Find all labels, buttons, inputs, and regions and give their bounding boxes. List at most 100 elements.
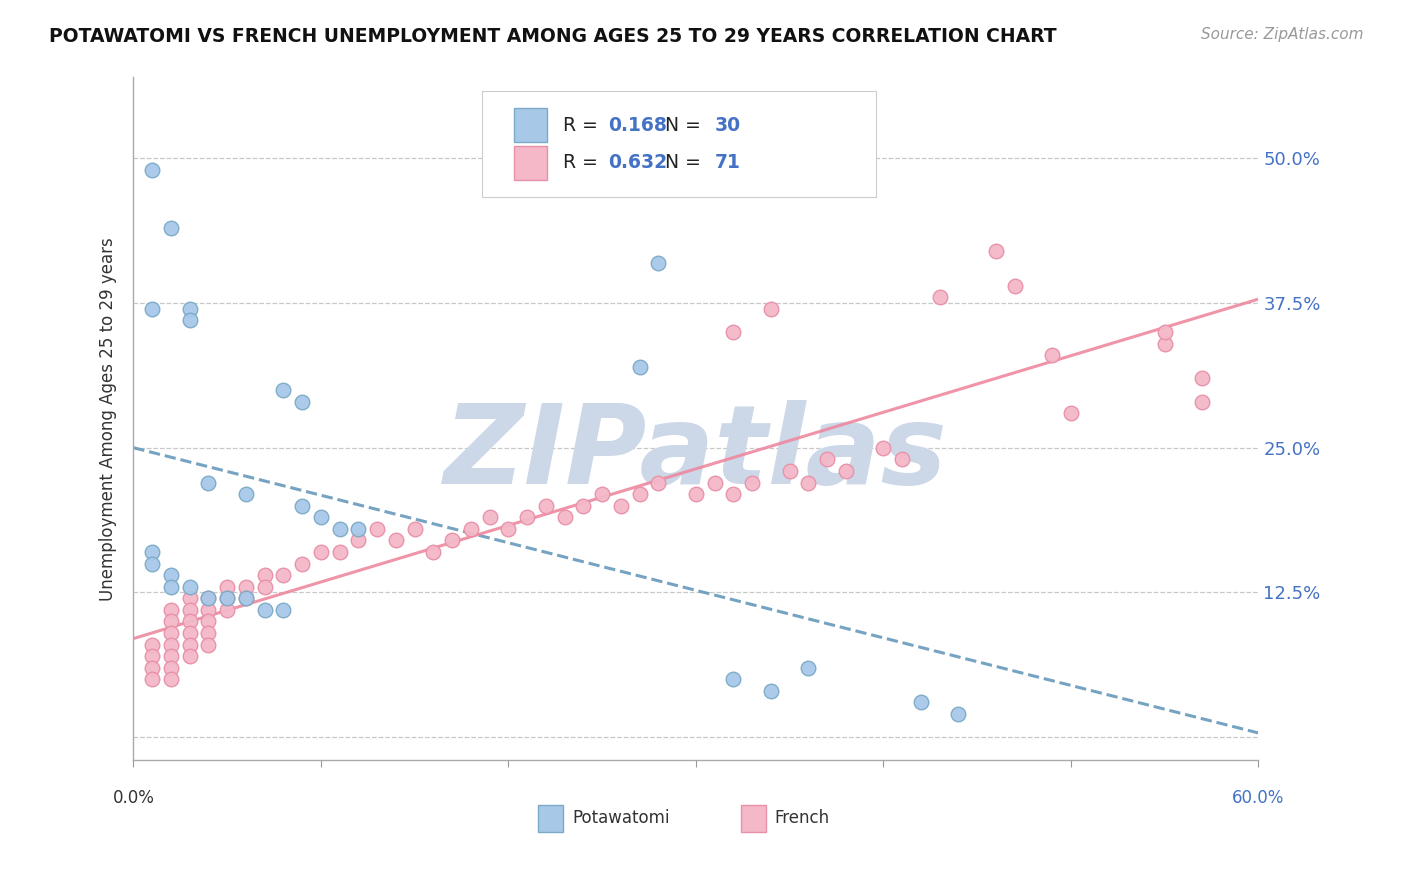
Text: N =: N = [654, 153, 707, 172]
Point [141, 545, 163, 559]
Point [422, 545, 444, 559]
Text: 30: 30 [716, 116, 741, 135]
Point [516, 510, 538, 524]
Point [235, 580, 257, 594]
Point [534, 499, 557, 513]
Point [160, 220, 183, 235]
Point [1191, 394, 1213, 409]
Point [835, 464, 858, 478]
FancyBboxPatch shape [538, 805, 564, 832]
Point [160, 673, 183, 687]
Point [141, 301, 163, 316]
Point [723, 487, 745, 501]
Point [273, 568, 295, 582]
Text: 0.168: 0.168 [609, 116, 666, 135]
Point [647, 255, 669, 269]
Point [1004, 278, 1026, 293]
Point [160, 603, 183, 617]
FancyBboxPatch shape [513, 145, 547, 180]
Point [347, 522, 370, 536]
Point [1060, 406, 1083, 420]
Text: 71: 71 [716, 153, 741, 172]
Point [253, 580, 276, 594]
Point [141, 638, 163, 652]
Point [141, 661, 163, 675]
Point [197, 591, 219, 606]
Point [235, 591, 257, 606]
Point [197, 603, 219, 617]
Point [366, 522, 388, 536]
Point [141, 673, 163, 687]
Point [309, 510, 332, 524]
Text: 0.0%: 0.0% [112, 789, 155, 807]
Text: ZIPatlas: ZIPatlas [444, 400, 948, 507]
Point [647, 475, 669, 490]
Point [179, 626, 201, 640]
Point [217, 603, 239, 617]
Point [759, 301, 782, 316]
Point [179, 603, 201, 617]
Text: POTAWATOMI VS FRENCH UNEMPLOYMENT AMONG AGES 25 TO 29 YEARS CORRELATION CHART: POTAWATOMI VS FRENCH UNEMPLOYMENT AMONG … [49, 27, 1057, 45]
Point [984, 244, 1007, 258]
FancyBboxPatch shape [513, 108, 547, 143]
Text: N =: N = [654, 116, 707, 135]
Point [217, 591, 239, 606]
Point [928, 290, 950, 304]
Point [1153, 325, 1175, 339]
Point [197, 591, 219, 606]
Point [741, 475, 763, 490]
Text: Source: ZipAtlas.com: Source: ZipAtlas.com [1201, 27, 1364, 42]
Point [723, 325, 745, 339]
Point [441, 533, 464, 548]
Point [1191, 371, 1213, 385]
Point [347, 533, 370, 548]
Point [610, 499, 633, 513]
Point [235, 591, 257, 606]
Point [217, 591, 239, 606]
Point [779, 464, 801, 478]
Point [554, 510, 576, 524]
Point [1040, 348, 1063, 362]
Point [197, 638, 219, 652]
Point [628, 487, 651, 501]
Point [179, 301, 201, 316]
Point [179, 313, 201, 327]
Text: R =: R = [564, 116, 605, 135]
Point [253, 568, 276, 582]
Point [160, 615, 183, 629]
Point [217, 580, 239, 594]
Point [179, 591, 201, 606]
Point [291, 557, 314, 571]
Point [815, 452, 838, 467]
Text: R =: R = [564, 153, 605, 172]
FancyBboxPatch shape [741, 805, 766, 832]
Point [179, 580, 201, 594]
Point [891, 452, 914, 467]
Point [460, 522, 482, 536]
Point [235, 487, 257, 501]
Point [179, 615, 201, 629]
Point [160, 626, 183, 640]
Point [685, 487, 707, 501]
Point [160, 661, 183, 675]
Point [404, 522, 426, 536]
Point [759, 683, 782, 698]
Point [160, 568, 183, 582]
Point [572, 499, 595, 513]
Point [591, 487, 613, 501]
Point [197, 475, 219, 490]
Point [197, 626, 219, 640]
Text: French: French [775, 809, 830, 827]
Point [273, 603, 295, 617]
Text: 60.0%: 60.0% [1232, 789, 1285, 807]
Point [948, 706, 970, 721]
Y-axis label: Unemployment Among Ages 25 to 29 years: Unemployment Among Ages 25 to 29 years [100, 237, 117, 600]
Point [329, 545, 352, 559]
Point [141, 649, 163, 664]
Point [1153, 336, 1175, 351]
Point [309, 545, 332, 559]
Point [141, 557, 163, 571]
Point [872, 441, 894, 455]
Point [329, 522, 352, 536]
Point [253, 603, 276, 617]
